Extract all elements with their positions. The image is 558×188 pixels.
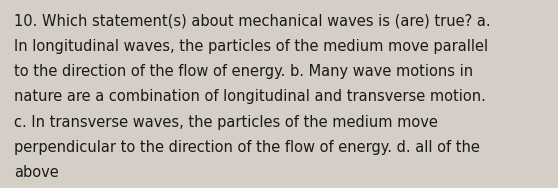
Text: nature are a combination of longitudinal and transverse motion.: nature are a combination of longitudinal… [14,89,486,104]
Text: In longitudinal waves, the particles of the medium move parallel: In longitudinal waves, the particles of … [14,39,488,54]
Text: to the direction of the flow of energy. b. Many wave motions in: to the direction of the flow of energy. … [14,64,473,79]
Text: perpendicular to the direction of the flow of energy. d. all of the: perpendicular to the direction of the fl… [14,140,480,155]
Text: 10. Which statement(s) about mechanical waves is (are) true? a.: 10. Which statement(s) about mechanical … [14,13,490,28]
Text: above: above [14,165,59,180]
Text: c. In transverse waves, the particles of the medium move: c. In transverse waves, the particles of… [14,115,438,130]
